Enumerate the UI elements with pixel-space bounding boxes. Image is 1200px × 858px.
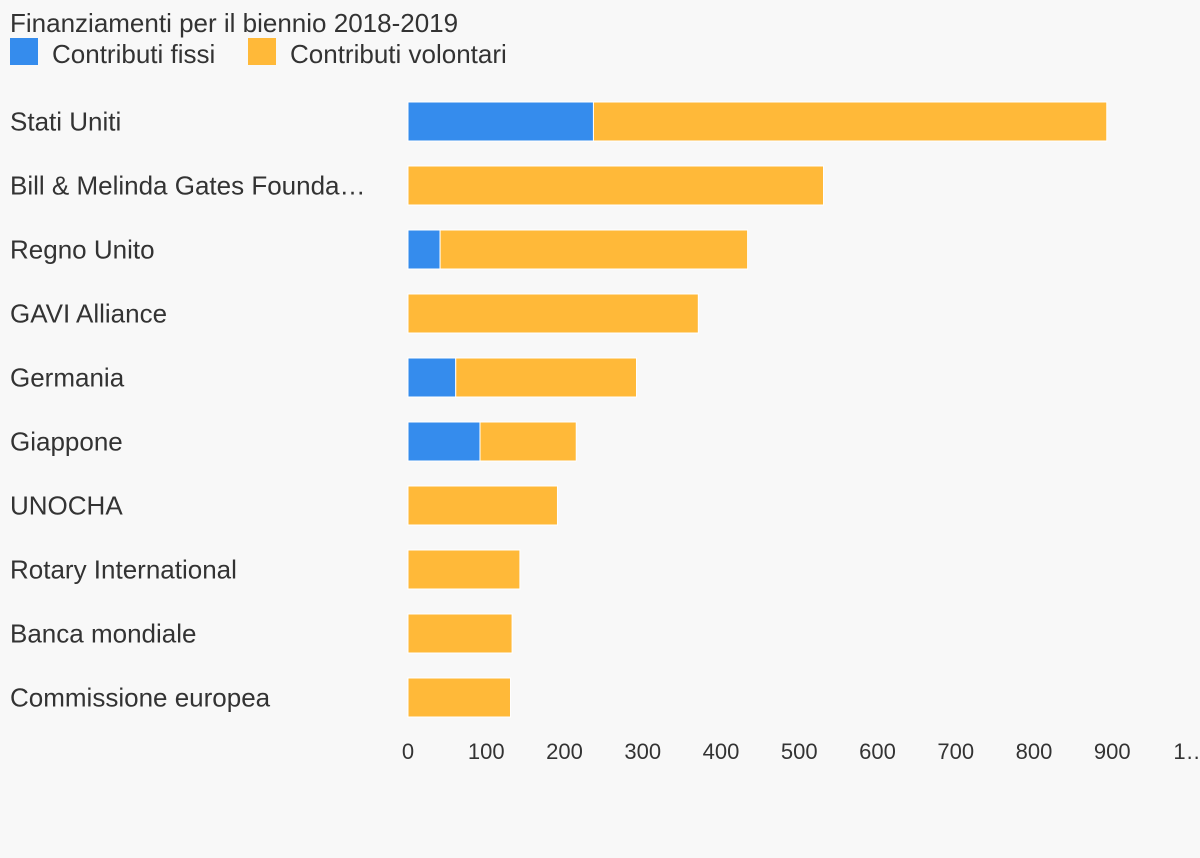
x-tick-label: 500 bbox=[781, 739, 818, 764]
category-label: Commissione europea bbox=[10, 683, 271, 713]
x-tick-label: 1… bbox=[1173, 739, 1200, 764]
bar-segment-voluntary[interactable] bbox=[407, 293, 699, 334]
category-label: UNOCHA bbox=[10, 491, 123, 521]
bar-segment-fixed[interactable] bbox=[407, 229, 441, 270]
bar-segment-voluntary[interactable] bbox=[479, 421, 577, 462]
legend: Contributi fissi Contributi volontari bbox=[10, 38, 507, 69]
bars bbox=[407, 101, 1108, 718]
bar-segment-voluntary[interactable] bbox=[439, 229, 749, 270]
bar-segment-voluntary[interactable] bbox=[407, 165, 825, 206]
x-axis: 0 100 200 300 400 500 600 700 800 900 1… bbox=[402, 739, 1200, 764]
legend-swatch-voluntary bbox=[248, 38, 276, 65]
legend-swatch-fixed bbox=[10, 38, 38, 65]
x-tick-label: 0 bbox=[402, 739, 414, 764]
bar-segment-fixed[interactable] bbox=[407, 357, 457, 398]
legend-label-voluntary[interactable]: Contributi volontari bbox=[290, 39, 507, 69]
x-tick-label: 800 bbox=[1016, 739, 1053, 764]
x-tick-label: 900 bbox=[1094, 739, 1131, 764]
category-label: Giappone bbox=[10, 427, 123, 457]
bar-segment-voluntary[interactable] bbox=[407, 613, 513, 654]
category-label: Stati Uniti bbox=[10, 107, 121, 137]
bar-segment-voluntary[interactable] bbox=[407, 549, 521, 590]
bar-segment-voluntary[interactable] bbox=[455, 357, 637, 398]
x-tick-label: 300 bbox=[624, 739, 661, 764]
category-label: Regno Unito bbox=[10, 235, 155, 265]
x-tick-label: 200 bbox=[546, 739, 583, 764]
category-label: Rotary International bbox=[10, 555, 237, 585]
legend-label-fixed[interactable]: Contributi fissi bbox=[52, 39, 215, 69]
x-tick-label: 400 bbox=[703, 739, 740, 764]
x-tick-label: 700 bbox=[937, 739, 974, 764]
bar-segment-voluntary[interactable] bbox=[592, 101, 1108, 142]
category-label: Bill & Melinda Gates Founda… bbox=[10, 171, 366, 201]
category-labels: Stati Uniti Bill & Melinda Gates Founda… R… bbox=[10, 107, 366, 713]
bar-segment-fixed[interactable] bbox=[407, 101, 594, 142]
bar-segment-voluntary[interactable] bbox=[407, 677, 512, 718]
category-label: GAVI Alliance bbox=[10, 299, 167, 329]
category-label: Germania bbox=[10, 363, 125, 393]
x-tick-label: 600 bbox=[859, 739, 896, 764]
bar-segment-fixed[interactable] bbox=[407, 421, 481, 462]
chart-title: Finanziamenti per il biennio 2018-2019 bbox=[10, 8, 458, 38]
x-tick-label: 100 bbox=[468, 739, 505, 764]
bar-segment-voluntary[interactable] bbox=[407, 485, 558, 526]
category-label: Banca mondiale bbox=[10, 619, 196, 649]
